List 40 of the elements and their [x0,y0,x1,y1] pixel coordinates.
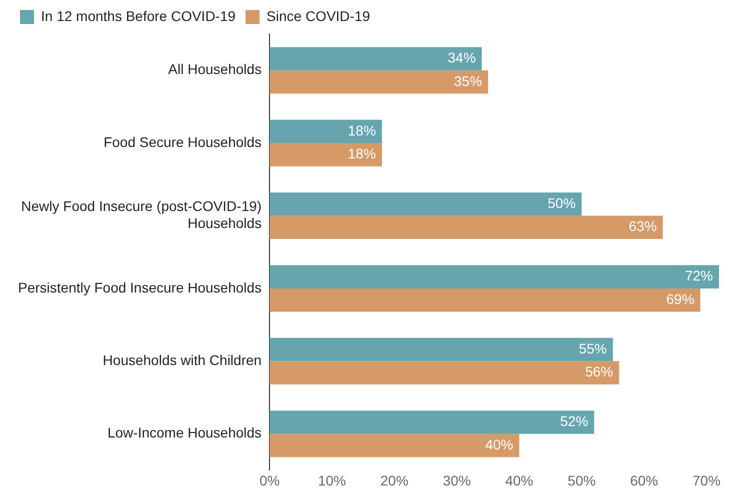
x-tick-label: 50% [568,472,596,488]
data-label: 52% [560,413,588,430]
data-label: 18% [348,122,376,138]
bar [270,288,700,312]
data-label: 34% [448,50,476,66]
data-label: 40% [485,436,514,452]
x-tick-label: 70% [692,472,721,488]
bar [270,70,488,94]
bar [270,47,482,70]
y-tick-label: Persistently Food Insecure Households [18,279,262,296]
x-tick-label: 30% [442,472,471,488]
legend-label: Since COVID-19 [266,8,370,24]
data-label: 50% [548,194,576,211]
x-tick-label: 0% [259,472,280,488]
data-label: 55% [578,340,607,356]
x-tick-label: 60% [630,472,658,488]
bar [270,361,620,384]
bar [270,265,719,288]
bar [270,216,663,240]
data-label: 72% [684,268,713,284]
data-label: 63% [628,218,657,234]
x-tick-label: 40% [505,472,534,488]
bar [270,192,582,216]
x-tick-label: 10% [318,472,346,488]
data-label: 69% [666,290,694,307]
legend-label: In 12 months Before COVID-19 [41,8,236,24]
data-label: 56% [585,364,614,380]
y-tick-label: Food Secure Households [104,134,262,150]
y-tick-label: All Households [168,61,262,78]
y-tick-label: Newly Food Insecure (post-COVID-19) Households [21,198,262,232]
bar [270,143,382,166]
bar [270,434,520,458]
bar [270,338,613,362]
y-tick-label: Low-Income Households [107,424,262,441]
data-label: 35% [454,72,482,89]
bar [270,410,594,434]
x-tick-label: 20% [380,472,408,488]
bar [270,120,382,144]
data-label: 18% [348,146,376,162]
y-tick-label: Households with Children [102,352,262,368]
